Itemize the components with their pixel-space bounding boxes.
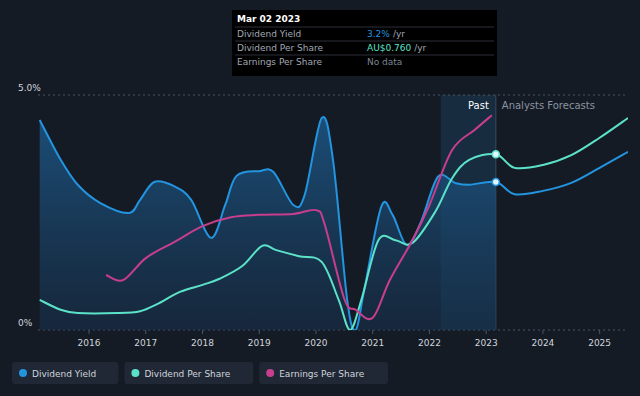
x-tick-label: 2024: [531, 338, 554, 348]
legend-item[interactable]: [259, 362, 388, 384]
x-tick: [259, 330, 260, 334]
area-group: [40, 117, 496, 330]
x-tick: [145, 330, 146, 334]
past-label: Past: [468, 100, 489, 111]
legend-label: Dividend Yield: [32, 369, 96, 379]
x-tick: [89, 330, 90, 334]
hover-dot: [492, 151, 499, 158]
x-tick: [315, 330, 316, 334]
x-tick: [202, 330, 203, 334]
hover-dot: [492, 178, 499, 185]
x-tick-label: 2025: [588, 338, 611, 348]
x-tick: [542, 330, 543, 334]
tooltip-title: Mar 02 2023: [237, 14, 300, 24]
series-line: [40, 118, 628, 330]
tooltip-value: No data: [367, 57, 402, 67]
tooltip-divider: [235, 55, 494, 56]
x-tick-label: 2018: [191, 338, 214, 348]
tooltip-label: Dividend Per Share: [237, 43, 323, 53]
x-tick-label: 2020: [305, 338, 328, 348]
x-tick-label: 2022: [418, 338, 441, 348]
x-tick: [429, 330, 430, 334]
series-line: [106, 115, 492, 319]
x-tick-label: 2016: [78, 338, 101, 348]
x-tick: [486, 330, 487, 334]
tooltip-value: 3.2%: [367, 29, 390, 39]
x-tick: [372, 330, 373, 334]
legend-swatch: [266, 369, 274, 377]
tooltip-value: AU$0.760: [367, 43, 412, 53]
tooltip-label: Earnings Per Share: [237, 57, 323, 67]
x-tick-label: 2023: [475, 338, 498, 348]
tooltip-divider: [235, 27, 494, 28]
legend-swatch: [19, 369, 27, 377]
plot-area: [40, 115, 628, 330]
legend-swatch: [131, 369, 139, 377]
yield-area: [40, 117, 496, 330]
chart: Past Analysts Forecasts 0% 5.0% 2016 2017 2018…: [0, 0, 640, 396]
legend-item[interactable]: [124, 362, 253, 384]
x-tick: [599, 330, 600, 334]
legend-item[interactable]: [12, 362, 118, 384]
legend-label: Dividend Per Share: [144, 369, 230, 379]
tooltip-divider: [235, 41, 494, 42]
x-tick-label: 2019: [248, 338, 271, 348]
y-tick-label: 0%: [18, 318, 33, 328]
tooltip-label: Dividend Yield: [237, 29, 301, 39]
y-tick-label: 5.0%: [18, 83, 41, 93]
x-tick-label: 2017: [134, 338, 157, 348]
tooltip-unit: /yr: [414, 43, 426, 53]
grid-line: [38, 95, 628, 96]
x-tick-label: 2021: [361, 338, 384, 348]
tooltip: [232, 10, 497, 76]
series-line: [40, 117, 628, 330]
legend-label: Earnings Per Share: [279, 369, 365, 379]
forecast-label: Analysts Forecasts: [502, 100, 595, 111]
tooltip-unit: /yr: [393, 29, 405, 39]
